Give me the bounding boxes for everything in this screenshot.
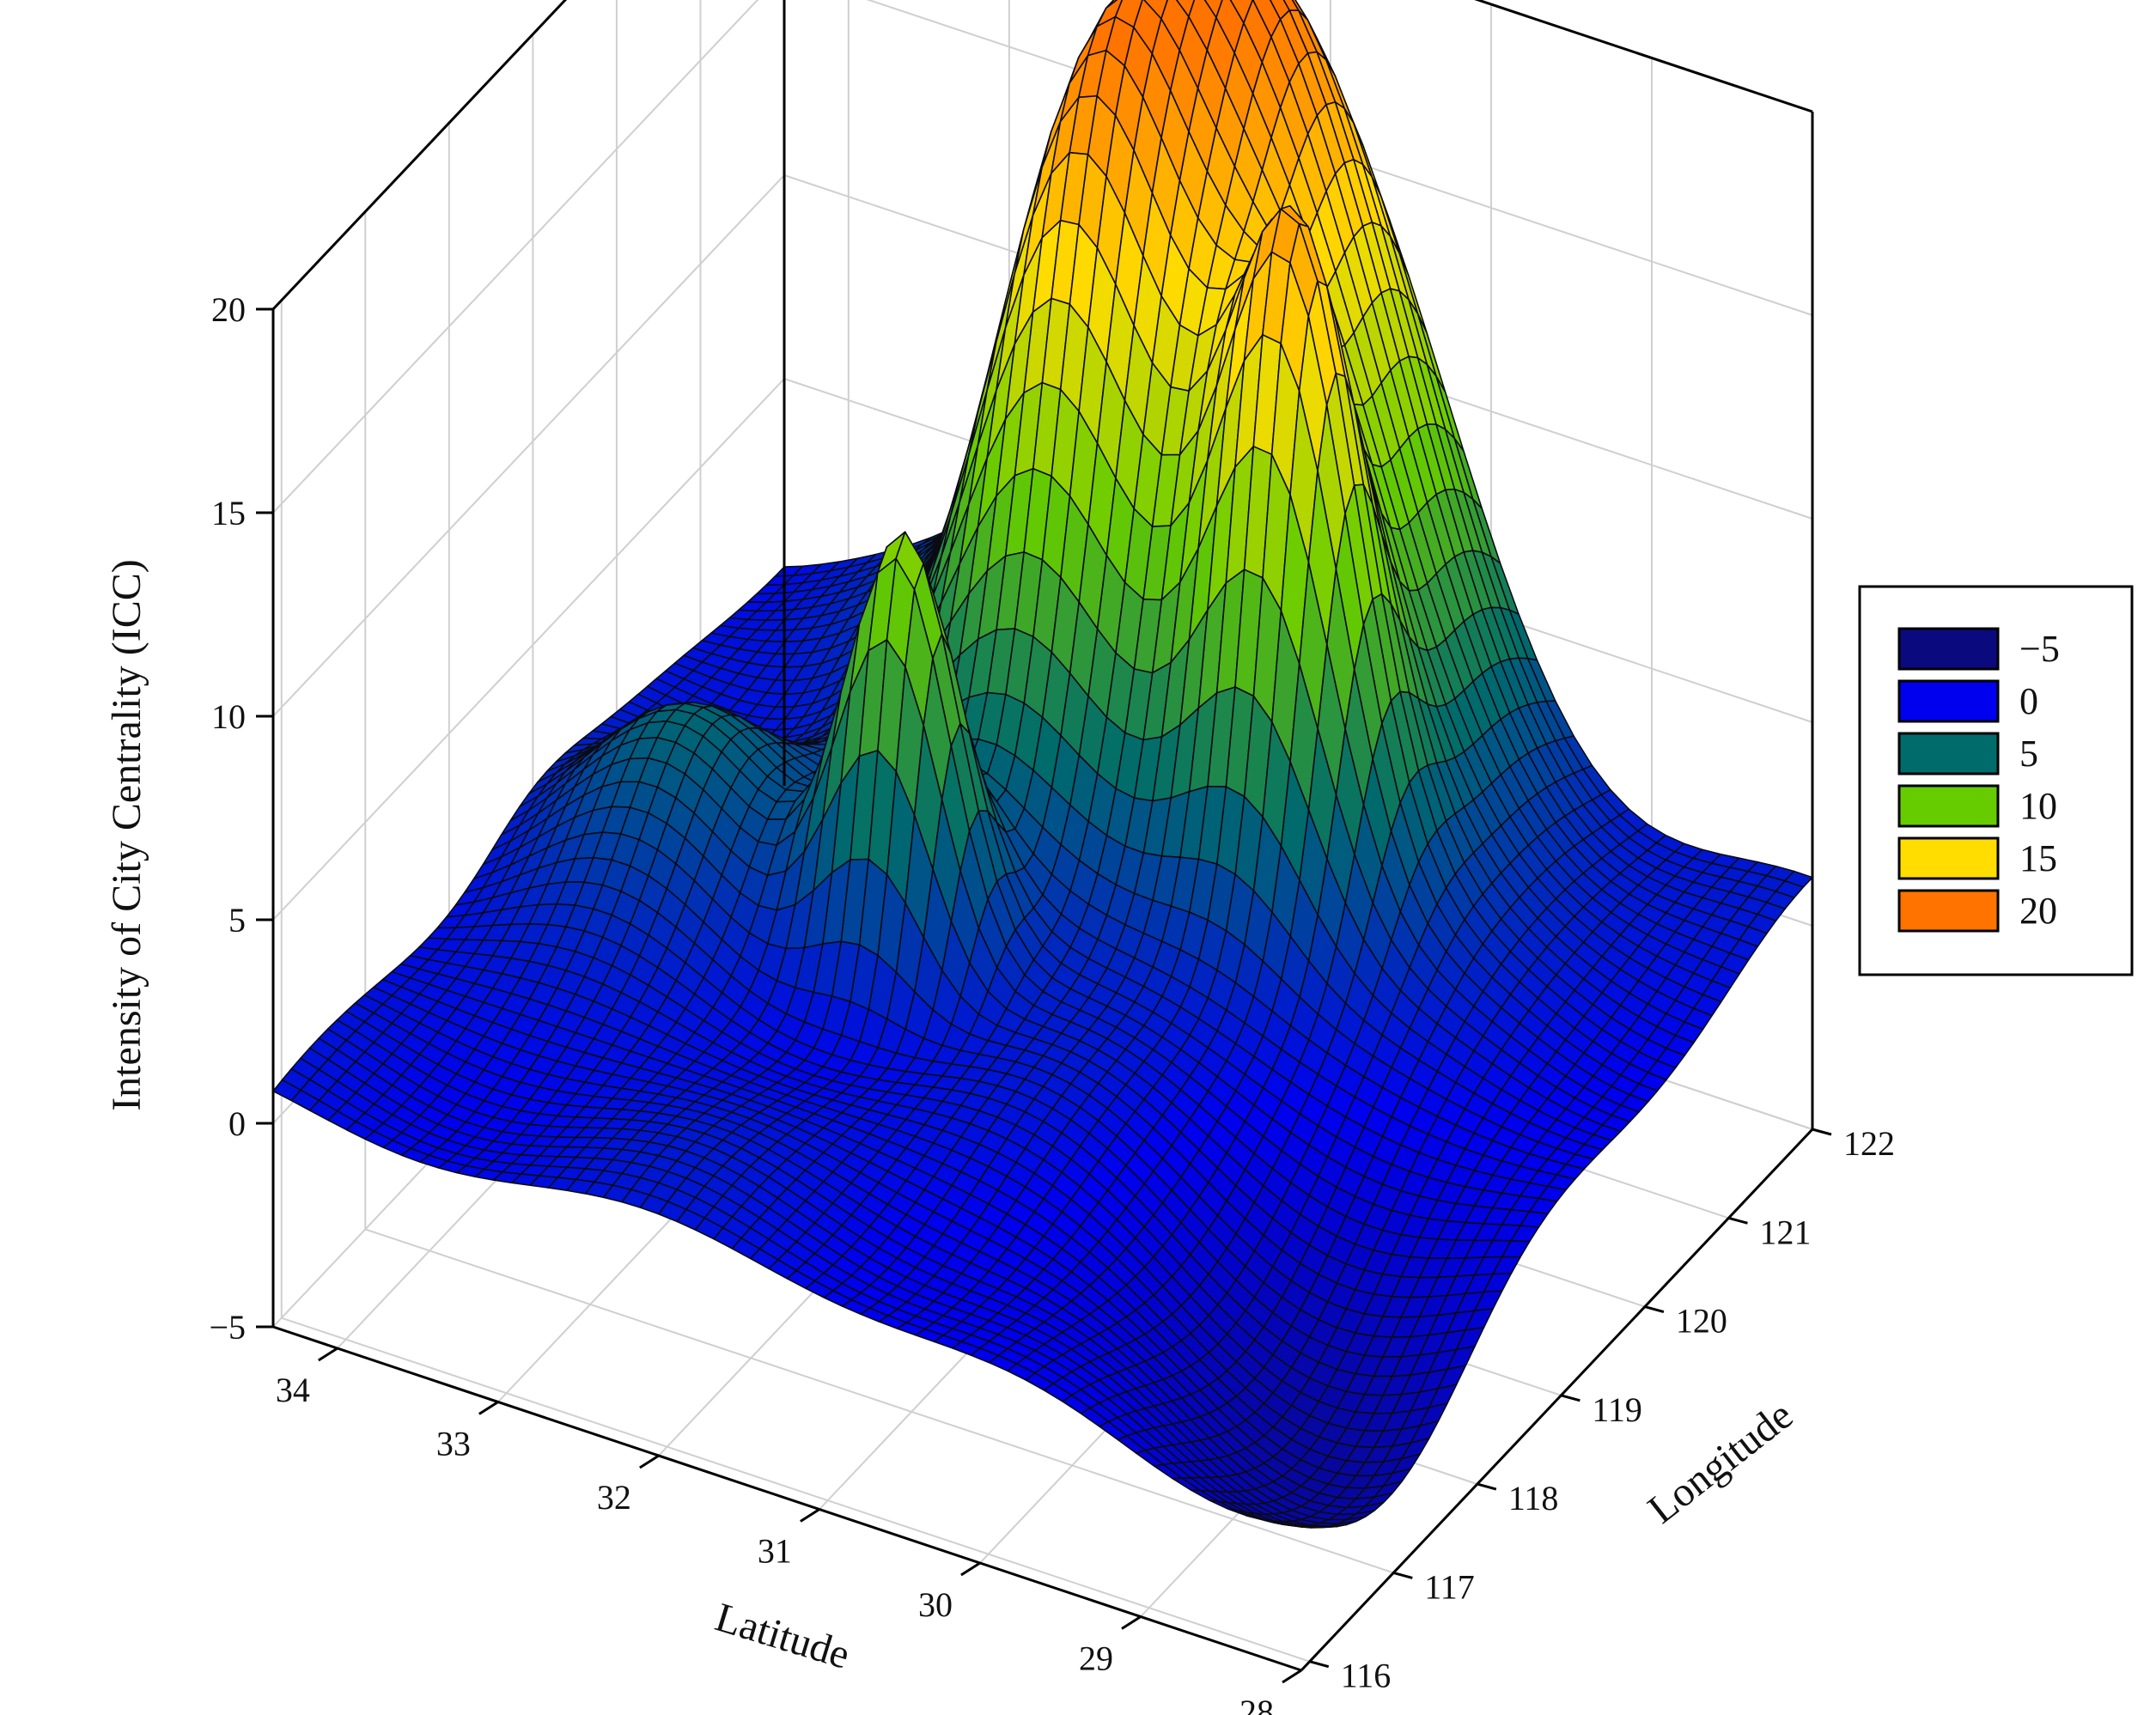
legend-swatch [1897,889,2000,933]
grid-line [272,0,759,514]
x-tick-label: 34 [276,1371,310,1409]
legend-label: 20 [2019,890,2057,932]
x-tick-label: 31 [758,1532,792,1571]
legend: −5 0 5 10 15 20 [1858,585,2134,976]
x-axis-line [272,1325,1302,1672]
x-tick-label: 30 [918,1585,953,1624]
z-tick-label: −5 [209,1308,246,1347]
latitude-ticks: 34 33 32 31 30 29 28 [276,1371,1274,1715]
y-tick-label: 116 [1341,1657,1392,1695]
z-tick-label: 10 [211,697,246,736]
legend-swatch [1897,732,2000,775]
y-tick-mark [1309,1660,1330,1669]
legend-swatch [1897,679,2000,723]
z-tick-label: 15 [211,494,246,532]
x-tick-mark [478,1401,499,1415]
legend-label: −5 [2019,628,2060,670]
x-tick-mark [1282,1669,1302,1684]
legend-label: 10 [2019,785,2057,827]
y-tick-label: 117 [1424,1567,1475,1606]
legend-swatch [1897,784,2000,828]
z-tick-label: 20 [211,290,246,329]
legend-label: 0 [2019,680,2038,722]
y-tick-label: 119 [1592,1390,1642,1429]
y-tick-mark [1812,1128,1832,1136]
x-tick-mark [318,1347,338,1362]
y-tick-mark [1728,1216,1748,1225]
icc-ticks: −5 0 5 10 15 20 [209,290,246,1347]
x-tick-label: 29 [1079,1639,1113,1678]
y-tick-label: 121 [1759,1213,1811,1251]
z-tick-label: 0 [228,1104,246,1143]
x-tick-label: 33 [436,1425,471,1463]
top-edge-left [271,0,568,311]
surface-cell [1203,0,1223,19]
x-tick-mark [800,1508,820,1523]
y-tick-mark [1644,1305,1665,1314]
legend-swatch [1897,627,2000,671]
grid-line [272,378,785,921]
x-tick-label: 32 [597,1478,631,1517]
axes [256,0,1832,1684]
x-tick-mark [639,1454,660,1469]
z-tick-label: 5 [228,901,246,940]
grid-line [364,1228,1394,1574]
y-tick-label: 122 [1843,1124,1895,1163]
top-edge-right [1474,0,1813,113]
grid-line [281,1317,1311,1663]
latitude-axis-title: Latitude [710,1594,855,1677]
grid-line [272,174,785,717]
y-tick-label: 120 [1676,1302,1727,1341]
x-tick-mark [960,1561,981,1577]
x-tick-label: 28 [1239,1693,1274,1715]
y-tick-label: 118 [1508,1479,1559,1517]
x-tick-mark [1121,1615,1142,1630]
surface-mesh [272,0,1813,1529]
surface-cell [1282,1523,1312,1527]
legend-swatch [1897,836,2000,880]
icc-axis-title: Intensity of City Centrality (ICC) [104,559,149,1111]
legend-label: 15 [2019,837,2057,879]
y-axis-line [1300,1128,1814,1672]
y-tick-mark [1560,1394,1580,1402]
y-tick-mark [1477,1482,1497,1491]
longitude-axis-title: Longitude [1640,1392,1801,1532]
longitude-ticks: 116 117 118 119 120 121 122 [1341,1124,1895,1695]
y-tick-mark [1392,1571,1413,1579]
legend-label: 5 [2019,733,2038,775]
